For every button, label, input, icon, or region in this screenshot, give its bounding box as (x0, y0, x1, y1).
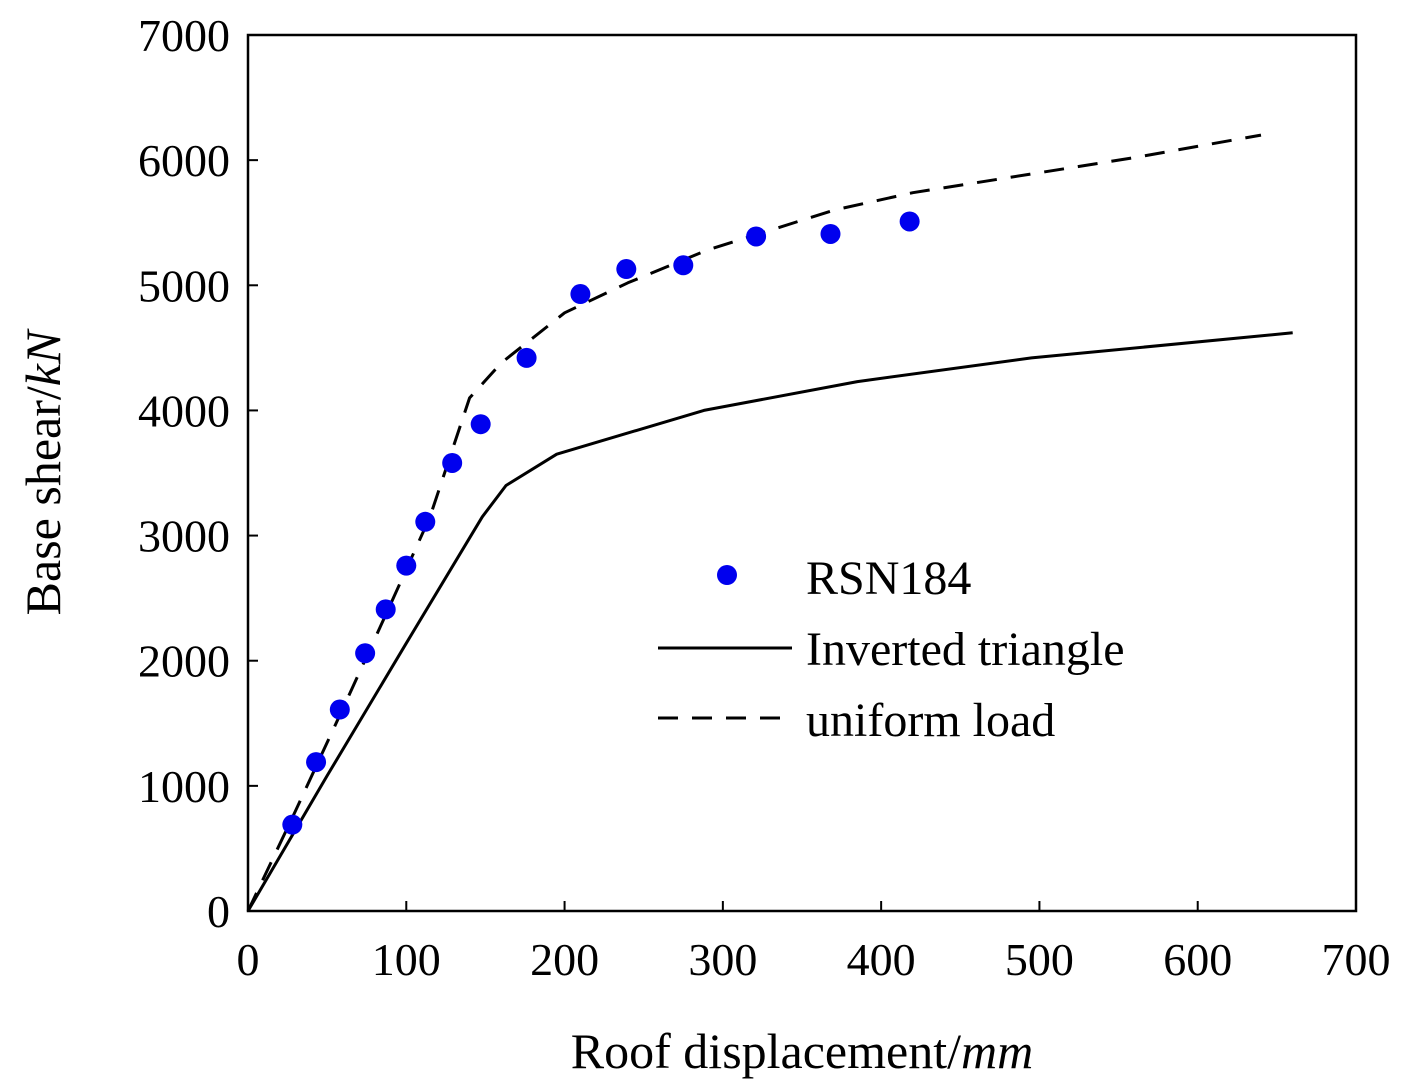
y-tick-label: 3000 (138, 511, 230, 562)
rsn184-data-point (375, 599, 396, 620)
rsn184-data-point (470, 414, 491, 435)
y-tick-label: 7000 (138, 10, 230, 61)
rsn184-data-point (442, 452, 463, 473)
y-tick-label: 1000 (138, 761, 230, 812)
rsn184-data-point (396, 555, 417, 576)
y-tick-label: 0 (207, 886, 230, 937)
y-tick-label: 5000 (138, 260, 230, 311)
legend-rsn184-marker (717, 565, 737, 585)
x-tick-label: 0 (237, 934, 260, 985)
rsn184-data-point (673, 255, 694, 276)
rsn184-data-point (899, 211, 920, 232)
x-tick-label: 400 (847, 934, 916, 985)
inverted-triangle-series-line (246, 331, 1293, 912)
x-tick-label: 200 (530, 934, 599, 985)
legend-inverted-triangle-label: Inverted triangle (806, 623, 1125, 676)
x-tick-label: 700 (1322, 934, 1391, 985)
y-axis: 0 1000 2000 3000 4000 5000 6000 7000 (138, 10, 258, 937)
rsn184-data-point (820, 223, 841, 244)
legend-rsn184-label: RSN184 (806, 552, 971, 605)
rsn184-data-point (570, 284, 591, 305)
x-axis: 0 100 200 300 400 500 600 700 (237, 901, 1391, 985)
y-tick-label: 2000 (138, 636, 230, 687)
rsn184-data-point (306, 752, 327, 773)
x-tick-label: 600 (1163, 934, 1232, 985)
y-tick-label: 6000 (138, 135, 230, 186)
plot-frame (246, 33, 1358, 913)
rsn184-data-point (516, 347, 537, 368)
rsn184-data-point (282, 814, 303, 835)
series-layer (246, 133, 1293, 912)
legend-uniform-load-label: uniform load (806, 694, 1055, 747)
rsn184-data-point (415, 511, 436, 532)
x-tick-label: 300 (688, 934, 757, 985)
y-axis-title: Base shear/kN (15, 328, 71, 615)
rsn184-data-point (746, 226, 767, 247)
rsn184-data-point (355, 643, 376, 664)
x-tick-label: 100 (372, 934, 441, 985)
y-tick-label: 4000 (138, 385, 230, 436)
rsn184-data-point (329, 699, 350, 720)
x-tick-label: 500 (1005, 934, 1074, 985)
rsn184-data-point (616, 259, 637, 280)
legend: RSN184 Inverted triangle uniform load (658, 552, 1125, 747)
uniform-load-series-line (246, 133, 1262, 912)
x-axis-title: Roof displacement/mm (571, 1023, 1033, 1079)
